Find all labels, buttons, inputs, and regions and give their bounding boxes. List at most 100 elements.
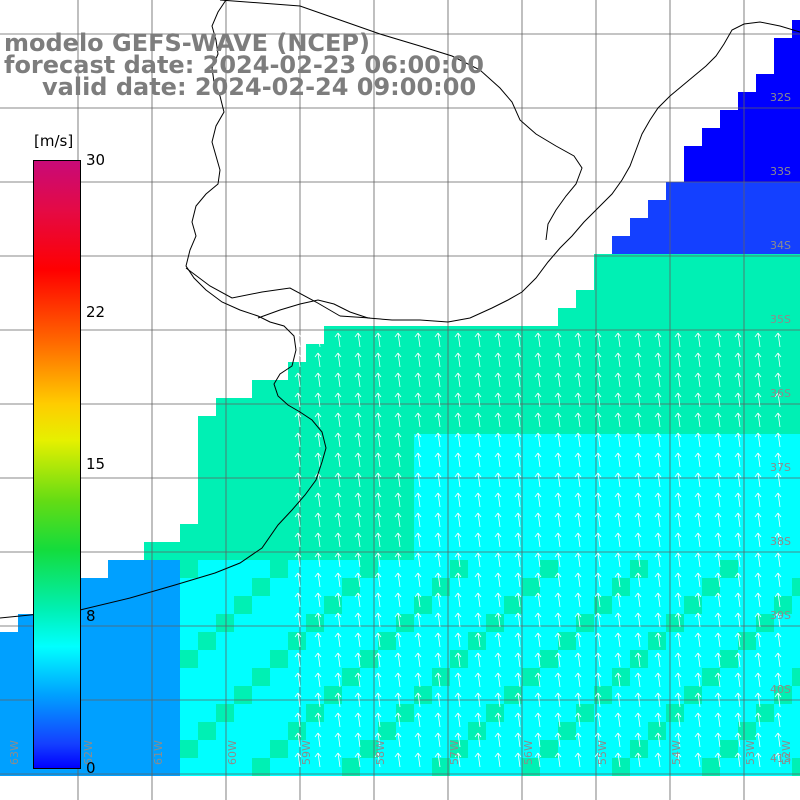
wind-arrow: [554, 752, 562, 768]
wind-arrow: [714, 692, 722, 708]
wind-arrow: [434, 392, 442, 408]
wind-arrow: [494, 632, 502, 648]
wind-arrow: [534, 692, 542, 708]
longitude-label: 54W: [670, 740, 683, 765]
wind-arrow: [394, 352, 402, 368]
wind-arrow: [414, 692, 422, 708]
wind-arrow: [614, 472, 622, 488]
wind-arrow: [474, 352, 482, 368]
wind-arrow: [334, 372, 342, 388]
wind-arrow: [694, 732, 702, 748]
wind-arrow: [514, 352, 522, 368]
wind-arrow: [734, 712, 742, 728]
wind-arrow: [334, 652, 342, 668]
wind-arrow: [554, 372, 562, 388]
wind-arrow: [774, 552, 782, 568]
wind-arrow: [494, 672, 502, 688]
wind-arrow: [634, 732, 642, 748]
wind-arrow: [674, 372, 682, 388]
wind-arrow: [654, 552, 662, 568]
wind-arrow: [674, 712, 682, 728]
wind-arrow: [454, 352, 462, 368]
wind-arrow: [734, 572, 742, 588]
wind-arrow: [734, 632, 742, 648]
wind-arrow: [414, 392, 422, 408]
wind-arrow: [714, 592, 722, 608]
wind-arrow: [494, 692, 502, 708]
wind-arrow: [714, 632, 722, 648]
wind-arrow: [574, 492, 582, 508]
wind-arrow: [354, 552, 362, 568]
wind-arrow: [654, 652, 662, 668]
wind-arrow: [494, 532, 502, 548]
wind-arrow: [334, 392, 342, 408]
wind-arrow: [654, 492, 662, 508]
wind-arrow: [754, 732, 762, 748]
latitude-label: 40S: [770, 683, 791, 696]
wind-arrow: [614, 412, 622, 428]
wind-arrow: [554, 452, 562, 468]
wind-arrow: [394, 432, 402, 448]
wind-arrow: [714, 712, 722, 728]
wind-arrow: [414, 452, 422, 468]
latitude-label: 39S: [770, 609, 791, 622]
wind-arrow: [594, 552, 602, 568]
wind-arrow: [294, 572, 302, 588]
wind-arrow: [494, 492, 502, 508]
wind-arrow: [334, 552, 342, 568]
wind-arrow: [554, 412, 562, 428]
wind-arrow: [534, 672, 542, 688]
wind-arrow: [754, 432, 762, 448]
wind-arrow: [774, 672, 782, 688]
model-title: modelo GEFS-WAVE (NCEP): [4, 29, 370, 57]
wind-arrow: [634, 332, 642, 348]
wind-arrow: [514, 732, 522, 748]
wind-arrow: [394, 732, 402, 748]
wind-arrow: [494, 412, 502, 428]
wind-arrow: [654, 712, 662, 728]
wind-arrow: [594, 512, 602, 528]
wind-arrow: [714, 432, 722, 448]
wind-arrow: [554, 612, 562, 628]
wind-arrow: [474, 572, 482, 588]
wind-arrow: [714, 372, 722, 388]
wind-arrow: [614, 432, 622, 448]
latitude-label: 36S: [770, 387, 791, 400]
wind-arrow: [574, 512, 582, 528]
wind-arrow: [314, 512, 322, 528]
wind-arrow: [574, 652, 582, 668]
wind-arrow: [614, 492, 622, 508]
wind-arrow: [574, 552, 582, 568]
wind-arrow: [354, 732, 362, 748]
wind-arrow: [634, 432, 642, 448]
wind-arrow: [714, 492, 722, 508]
wind-arrow: [334, 712, 342, 728]
wind-arrow: [694, 612, 702, 628]
wind-arrow: [634, 532, 642, 548]
wind-arrow: [394, 672, 402, 688]
wind-arrow: [734, 692, 742, 708]
wind-arrow: [554, 592, 562, 608]
wind-arrow: [474, 732, 482, 748]
longitude-label: 56W: [522, 740, 535, 765]
wind-arrow: [634, 392, 642, 408]
wind-arrow: [414, 712, 422, 728]
wind-arrow: [514, 652, 522, 668]
wind-arrow: [554, 332, 562, 348]
wind-arrow: [514, 452, 522, 468]
wind-arrow: [494, 372, 502, 388]
wind-arrow: [494, 552, 502, 568]
wind-arrow: [694, 652, 702, 668]
wind-arrow: [454, 592, 462, 608]
wind-arrow: [714, 732, 722, 748]
wind-arrow: [494, 452, 502, 468]
wind-arrow: [334, 592, 342, 608]
wind-arrow: [594, 472, 602, 488]
wind-arrow: [774, 412, 782, 428]
wind-arrow: [514, 392, 522, 408]
forecast-date: forecast date: 2024-02-23 06:00:00: [4, 51, 484, 79]
wind-arrow: [374, 752, 382, 768]
wind-arrow: [394, 372, 402, 388]
wind-arrow: [434, 692, 442, 708]
